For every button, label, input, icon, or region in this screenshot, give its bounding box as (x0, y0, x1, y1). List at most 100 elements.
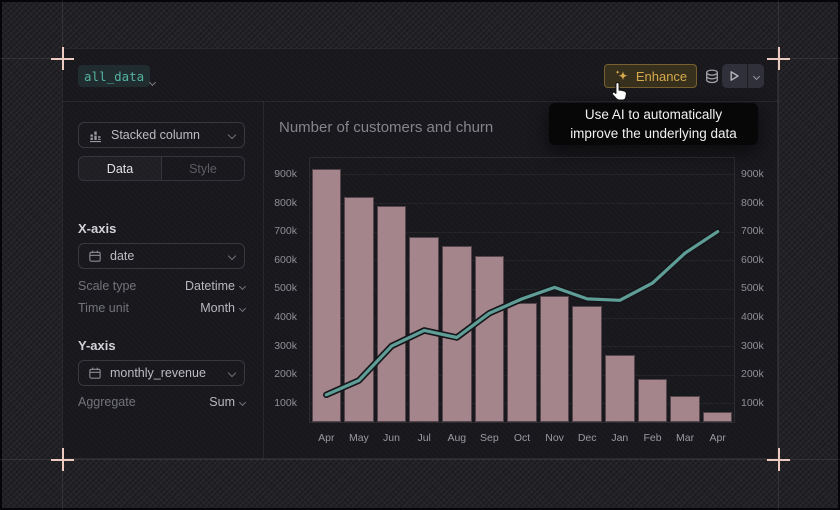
x-tick-label: Apr (318, 432, 335, 444)
chevron-down-icon (238, 398, 247, 406)
aggregate-value: Sum (209, 395, 235, 409)
x-tick-label: Nov (545, 432, 564, 444)
gridline (310, 203, 734, 204)
x-axis-field-value: date (110, 249, 135, 263)
chart-type-value: Stacked column (111, 128, 200, 142)
x-tick-label: May (348, 432, 369, 444)
tab-data-label: Data (106, 161, 134, 176)
y-axis-section-title: Y-axis (78, 338, 116, 353)
chevron-down-icon (227, 130, 237, 140)
bar-sep (474, 255, 505, 422)
run-options-button[interactable] (748, 64, 764, 88)
scale-type-label: Scale type (78, 279, 137, 293)
bar-jun (376, 205, 407, 422)
bar-dec (572, 306, 602, 422)
x-tick-label: Dec (577, 432, 597, 444)
y-tick-label: 100k (741, 396, 764, 409)
y-tick-label: 900k (274, 167, 297, 180)
time-unit-dropdown[interactable]: Month (200, 301, 247, 315)
calendar-icon (89, 250, 101, 262)
y-tick-label: 600k (741, 253, 764, 266)
gridline (310, 260, 734, 262)
scale-type-row: Scale type Datetime (78, 278, 247, 294)
chart-title: Number of customers and churn (279, 119, 494, 136)
x-axis-field-select[interactable]: date (78, 243, 245, 269)
header-divider (62, 101, 778, 102)
y-tick-label: 200k (741, 368, 764, 381)
bar-mar (670, 396, 700, 422)
sparkles-icon (615, 69, 628, 80)
bar-apr (311, 168, 342, 422)
stacked-column-icon (90, 131, 101, 142)
tab-data[interactable]: Data (79, 157, 162, 180)
y-tick-label: 900k (741, 167, 764, 180)
chart-type-select[interactable]: Stacked column (78, 122, 245, 148)
gridline (310, 231, 734, 233)
x-tick-label: Aug (447, 432, 467, 444)
scale-type-dropdown[interactable]: Datetime (184, 279, 247, 293)
gridline (310, 174, 734, 176)
y-tick-label: 800k (274, 196, 297, 209)
aggregate-dropdown[interactable]: Sum (209, 395, 247, 409)
x-tick-label: Mar (676, 432, 695, 444)
plot-area (309, 157, 735, 423)
x-tick-label: Oct (513, 432, 531, 444)
chevron-down-icon (238, 304, 247, 312)
bar-feb (637, 379, 668, 422)
y-tick-label: 700k (274, 225, 297, 238)
dataset-chip[interactable]: all_data (78, 65, 151, 87)
x-tick-label: Jun (383, 432, 400, 444)
y-tick-label: 500k (274, 282, 297, 295)
run-button[interactable] (722, 64, 748, 88)
enhance-button[interactable]: Enhance (604, 64, 697, 88)
y-tick-label: 800k (741, 196, 764, 209)
run-split-button[interactable] (722, 64, 764, 88)
sidebar-tabs: Data Style (78, 156, 245, 181)
y-tick-label: 700k (741, 225, 764, 238)
y-tick-label: 400k (274, 311, 297, 323)
time-unit-value: Month (200, 301, 235, 315)
enhance-tooltip: Use AI to automatically improve the unde… (549, 103, 758, 145)
bar-apr (702, 412, 733, 422)
chevron-down-icon (238, 282, 247, 290)
y-tick-label: 600k (274, 253, 297, 266)
line-series (323, 228, 721, 399)
y-tick-label: 500k (741, 282, 764, 295)
y-axis-field-value: monthly_revenue (110, 366, 206, 380)
x-axis-section-title: X-axis (78, 221, 117, 236)
database-icon (706, 68, 718, 83)
tab-style[interactable]: Style (162, 157, 244, 180)
x-tick-label: Sep (480, 432, 499, 444)
bar-jan (605, 354, 635, 422)
y-axis-field-select[interactable]: monthly_revenue (78, 360, 245, 386)
chevron-down-icon[interactable] (148, 72, 157, 90)
guide-line-bottom (0, 459, 840, 460)
bar-oct (507, 303, 537, 422)
gridline (310, 288, 734, 290)
y-tick-label: 100k (274, 396, 297, 409)
x-tick-label: Apr (709, 432, 726, 444)
x-tick-label: Jul (417, 432, 431, 444)
chevron-down-icon (227, 368, 237, 378)
aggregate-row: Aggregate Sum (78, 394, 247, 410)
chevron-down-icon (227, 251, 237, 261)
sidebar-divider (263, 101, 264, 459)
y-axis-labels-left: 100k 200k 300k 400k 500k 600k 700k 800k 900k (263, 157, 303, 423)
y-tick-label: 300k (274, 339, 297, 352)
y-tick-label: 400k (741, 311, 764, 323)
aggregate-label: Aggregate (78, 395, 136, 409)
tooltip-line-1: Use AI to automatically (584, 107, 723, 122)
calendar-icon (89, 367, 101, 379)
dataset-chip-label: all_data (84, 68, 145, 84)
enhance-button-label: Enhance (635, 68, 688, 84)
x-tick-label: Feb (643, 432, 662, 444)
time-unit-label: Time unit (78, 301, 129, 315)
scale-type-value: Datetime (184, 279, 235, 293)
x-tick-label: Jan (611, 432, 629, 444)
play-icon (730, 71, 739, 81)
y-axis-labels-right: 100k 200k 300k 400k 500k 600k 700k 800k 900k (741, 157, 781, 423)
y-tick-label: 300k (741, 339, 764, 352)
database-button[interactable] (702, 66, 722, 86)
time-unit-row: Time unit Month (78, 300, 247, 316)
